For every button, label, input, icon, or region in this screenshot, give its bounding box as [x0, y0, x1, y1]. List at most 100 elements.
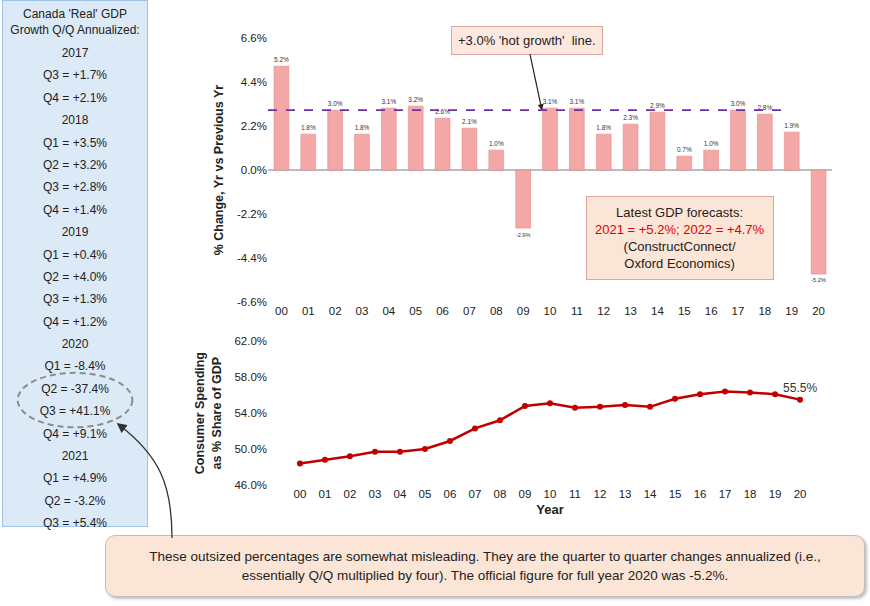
- svg-text:1.0%: 1.0%: [704, 140, 719, 147]
- svg-text:1.8%: 1.8%: [355, 124, 370, 131]
- svg-text:3.1%: 3.1%: [569, 98, 584, 105]
- svg-text:05: 05: [409, 305, 422, 317]
- svg-text:17: 17: [719, 488, 732, 500]
- svg-text:04: 04: [394, 488, 407, 500]
- svg-text:06: 06: [444, 488, 457, 500]
- html-text:Q1 = -8.4%: Q1 = -8.4%: [44, 359, 106, 374]
- svg-text:46.0%: 46.0%: [234, 479, 267, 491]
- html-text:Q3 = +41.1%: Q3 = +41.1%: [39, 404, 111, 419]
- svg-text:18: 18: [744, 488, 757, 500]
- html-text:Canada 'Real' GDP Growth Q/Q A: Canada 'Real' GDP Growth Q/Q Annualized:: [10, 7, 140, 37]
- svg-text:12: 12: [594, 488, 607, 500]
- svg-text:11: 11: [569, 488, 581, 500]
- svg-text:13: 13: [624, 305, 637, 317]
- svg-text:00: 00: [275, 305, 288, 317]
- svg-text:20: 20: [812, 305, 825, 317]
- svg-text:03: 03: [369, 488, 382, 500]
- svg-text:2.9%: 2.9%: [650, 102, 665, 109]
- svg-text:19: 19: [769, 488, 782, 500]
- html-text:Q1 = +3.5%: Q1 = +3.5%: [43, 135, 107, 150]
- svg-text:2.1%: 2.1%: [462, 118, 477, 125]
- svg-text:1.8%: 1.8%: [596, 124, 611, 131]
- svg-text:2.3%: 2.3%: [623, 114, 638, 121]
- html-text:Q4 = +2.1%: Q4 = +2.1%: [43, 90, 107, 105]
- svg-text:10: 10: [544, 305, 557, 317]
- svg-text:15: 15: [678, 305, 691, 317]
- svg-text:17: 17: [732, 305, 745, 317]
- svg-text:-4.4%: -4.4%: [237, 252, 267, 264]
- svg-text:58.0%: 58.0%: [234, 371, 267, 383]
- html-text:Q3 = +2.8%: Q3 = +2.8%: [43, 180, 107, 195]
- svg-text:03: 03: [356, 305, 369, 317]
- svg-text:16: 16: [694, 488, 707, 500]
- svg-text:0.0%: 0.0%: [241, 164, 267, 176]
- svg-text:05: 05: [419, 488, 432, 500]
- html-text:Q2 = -37.4%: Q2 = -37.4%: [41, 381, 109, 396]
- svg-text:19: 19: [785, 305, 798, 317]
- svg-text:50.0%: 50.0%: [234, 443, 267, 455]
- svg-text:62.0%: 62.0%: [234, 335, 267, 347]
- svg-text:10: 10: [544, 488, 557, 500]
- svg-text:18: 18: [758, 305, 771, 317]
- svg-text:09: 09: [517, 305, 530, 317]
- svg-text:12: 12: [597, 305, 610, 317]
- svg-text:Latest GDP forecasts:2021 = +5: Latest GDP forecasts:2021 = +5.2%; 2022 …: [595, 205, 765, 271]
- svg-text:-2.9%: -2.9%: [516, 232, 531, 238]
- svg-text:55.5%: 55.5%: [783, 381, 817, 395]
- html-text:2018: 2018: [61, 113, 89, 128]
- svg-text:15: 15: [669, 488, 682, 500]
- svg-text:1.8%: 1.8%: [301, 124, 316, 131]
- svg-text:02: 02: [344, 488, 357, 500]
- svg-text:Consumer Spendingas % Share of: Consumer Spendingas % Share of GDP: [193, 352, 223, 474]
- html-text:Q2 = +4.0%: Q2 = +4.0%: [43, 269, 107, 284]
- svg-text:07: 07: [463, 305, 476, 317]
- svg-text:3.1%: 3.1%: [543, 98, 558, 105]
- svg-text:-5.2%: -5.2%: [811, 277, 826, 283]
- svg-text:Year: Year: [536, 502, 563, 517]
- svg-text:20: 20: [794, 488, 807, 500]
- svg-text:3.1%: 3.1%: [381, 98, 396, 105]
- svg-text:1.9%: 1.9%: [784, 122, 799, 129]
- html-text:Q4 = +1.2%: Q4 = +1.2%: [43, 314, 107, 329]
- svg-text:14: 14: [651, 305, 664, 317]
- svg-text:+3.0% 'hot growth' line.: +3.0% 'hot growth' line.: [458, 33, 596, 48]
- svg-text:08: 08: [494, 488, 507, 500]
- svg-text:06: 06: [436, 305, 449, 317]
- svg-text:09: 09: [519, 488, 532, 500]
- svg-text:4.4%: 4.4%: [241, 76, 267, 88]
- svg-text:54.0%: 54.0%: [234, 407, 267, 419]
- html-text:Q1 = +4.9%: Q1 = +4.9%: [43, 471, 107, 486]
- svg-text:2.6%: 2.6%: [435, 108, 450, 115]
- svg-text:01: 01: [319, 488, 332, 500]
- html-text:Q3 = +1.7%: Q3 = +1.7%: [43, 68, 107, 83]
- html-text:Q3 = +1.3%: Q3 = +1.3%: [43, 292, 107, 307]
- svg-text:3.0%: 3.0%: [328, 100, 343, 107]
- html-text:Q1 = +0.4%: Q1 = +0.4%: [43, 247, 107, 262]
- html-text:Q4 = +9.1%: Q4 = +9.1%: [43, 426, 107, 441]
- svg-text:11: 11: [571, 305, 583, 317]
- svg-text:-2.2%: -2.2%: [237, 208, 267, 220]
- svg-text:14: 14: [644, 488, 657, 500]
- svg-text:2.2%: 2.2%: [241, 120, 267, 132]
- html-text:2019: 2019: [61, 225, 89, 240]
- svg-text:0.7%: 0.7%: [677, 146, 692, 153]
- svg-text:00: 00: [294, 488, 307, 500]
- html-text:2020: 2020: [61, 337, 89, 352]
- svg-text:08: 08: [490, 305, 503, 317]
- svg-text:5.2%: 5.2%: [274, 56, 289, 63]
- svg-text:16: 16: [705, 305, 718, 317]
- svg-text:3.0%: 3.0%: [731, 100, 746, 107]
- html-text:These outsized percentages are: These outsized percentages are somewhat …: [149, 549, 821, 583]
- svg-text:6.6%: 6.6%: [241, 32, 267, 44]
- svg-text:01: 01: [302, 305, 315, 317]
- svg-text:-6.6%: -6.6%: [237, 296, 267, 308]
- html-text:Q4 = +1.4%: Q4 = +1.4%: [43, 202, 107, 217]
- svg-text:1.0%: 1.0%: [489, 140, 504, 147]
- svg-text:3.2%: 3.2%: [408, 96, 423, 103]
- svg-text:07: 07: [469, 488, 482, 500]
- svg-text:% Change, Yr vs Previous Yr: % Change, Yr vs Previous Yr: [212, 85, 226, 256]
- svg-text:13: 13: [619, 488, 632, 500]
- svg-text:04: 04: [382, 305, 395, 317]
- svg-text:02: 02: [329, 305, 342, 317]
- svg-text:2.8%: 2.8%: [757, 104, 772, 111]
